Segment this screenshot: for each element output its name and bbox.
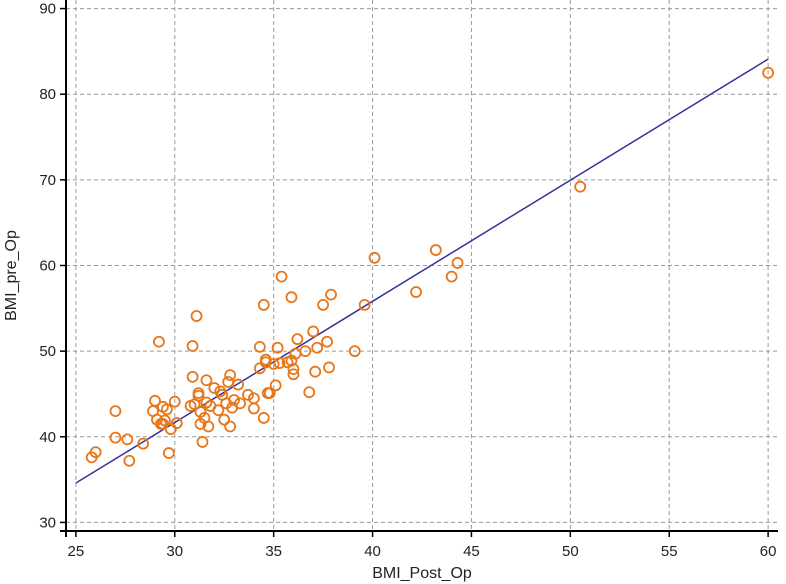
data-point [321,335,333,348]
data-points [85,66,775,467]
y-tick-label: 40 [39,429,56,446]
data-point [358,298,371,311]
data-point [451,257,464,269]
data-point [445,270,458,283]
data-point [242,388,254,401]
x-tick-label: 60 [760,543,777,560]
data-point [222,376,235,388]
data-point [162,447,175,459]
x-tick-label: 30 [166,543,183,560]
data-point [218,413,231,426]
regression-line [75,58,769,484]
data-point [194,406,207,418]
data-point [287,368,300,381]
data-point [194,418,207,430]
data-point [186,370,199,383]
data-point [273,357,286,370]
y-tick-label: 70 [39,172,56,189]
data-point [186,340,199,352]
data-point [309,365,322,378]
data-point [287,363,300,376]
data-point [317,298,330,311]
x-tick-label: 35 [265,543,282,560]
data-point [149,394,161,407]
x-tick-label: 50 [562,543,579,560]
data-point [323,361,335,374]
data-point [257,412,270,424]
grid-lines [66,0,778,531]
data-point [121,433,134,446]
x-axis-ticks: 25 30 35 40 45 50 55 60 [68,531,777,560]
data-point [267,358,280,370]
data-point [137,437,150,450]
data-point [158,414,171,427]
data-point [89,446,102,459]
data-point [190,310,203,322]
data-point [232,378,244,391]
x-tick-label: 25 [68,543,85,560]
data-point [109,405,122,417]
data-point [325,288,337,301]
data-point [275,270,288,283]
data-point [269,379,282,392]
data-point [348,345,361,358]
data-point [247,402,260,415]
data-point [410,286,422,298]
data-point [574,180,587,193]
data-point [311,341,324,354]
y-tick-label: 60 [39,258,56,275]
data-point [228,394,241,406]
data-point [164,423,177,435]
axes [60,0,778,537]
data-point [299,345,312,358]
x-axis-label: BMI_Post_Op [372,565,472,582]
data-point [160,403,173,416]
data-point [307,325,320,338]
data-point [253,362,266,375]
x-tick-label: 45 [463,543,480,560]
data-point [168,395,181,408]
data-point [368,251,381,264]
data-point [253,340,266,353]
data-point [271,341,284,354]
data-point [192,387,205,400]
data-point [257,298,270,311]
data-point [170,417,183,429]
data-point [212,404,225,417]
data-point [303,386,316,399]
data-point [224,369,237,382]
data-point [208,382,221,394]
y-axis-ticks: 30 40 50 60 70 80 90 [39,1,66,531]
data-point [762,66,775,79]
data-point [429,244,442,256]
data-point [247,392,260,405]
data-point [263,387,276,400]
data-point [234,397,246,410]
x-tick-label: 40 [364,543,381,560]
y-axis-label: BMI_pre_Op [3,230,20,321]
data-point [196,436,209,448]
y-tick-label: 30 [39,514,56,531]
y-tick-label: 90 [39,1,56,18]
y-tick-label: 50 [39,343,56,360]
x-tick-label: 55 [661,543,678,560]
data-point [109,431,122,444]
data-point [123,454,136,467]
data-point [202,420,215,433]
data-point [291,333,304,346]
data-point [153,335,165,348]
data-point [285,291,298,304]
data-point [224,420,237,433]
data-point [200,374,213,387]
y-tick-label: 80 [39,86,56,103]
